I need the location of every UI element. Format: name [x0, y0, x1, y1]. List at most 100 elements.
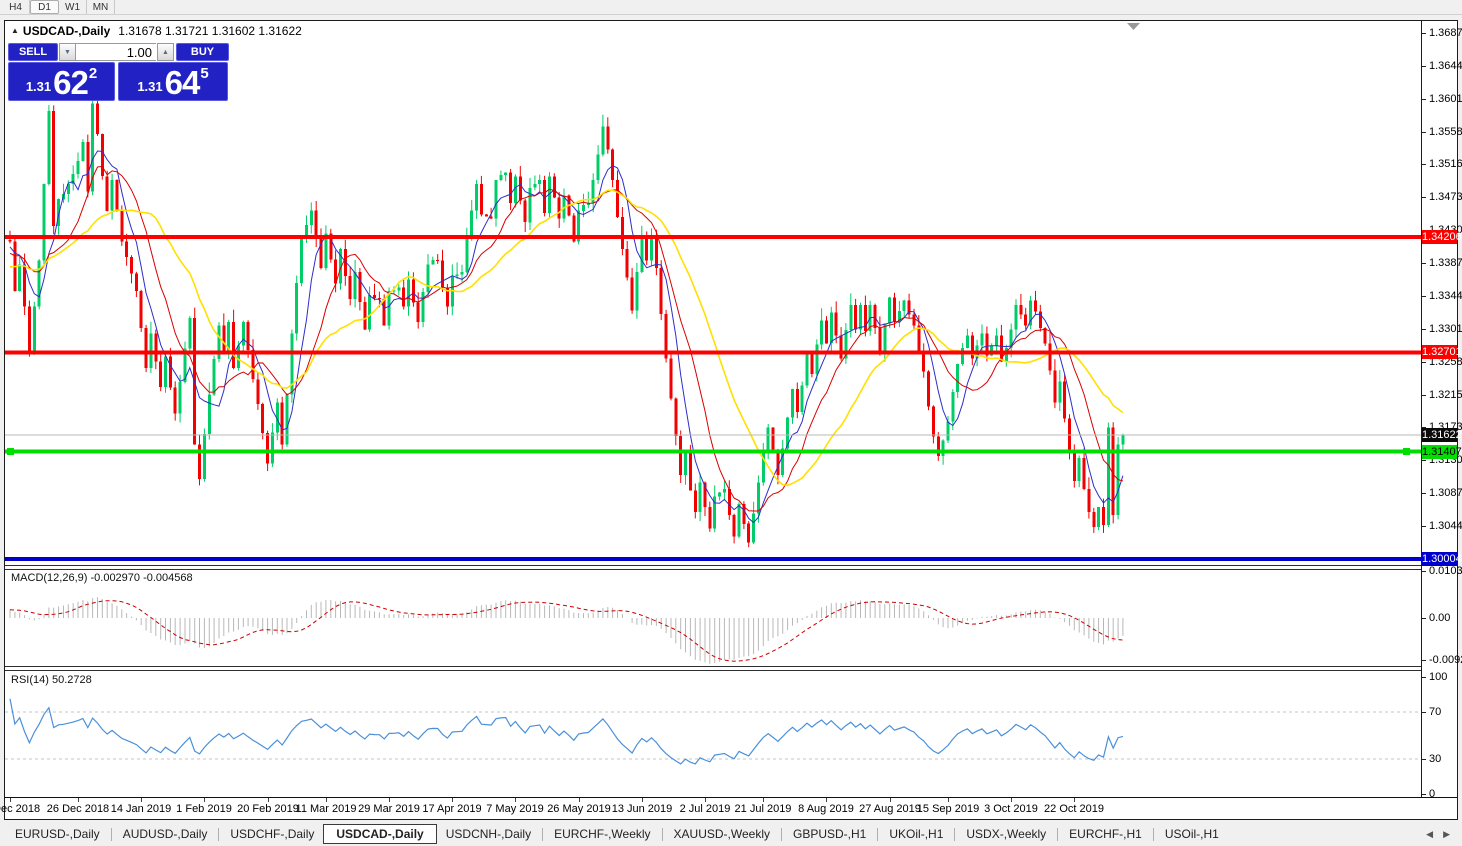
tab-xauusd-weekly[interactable]: XAUUSD-,Weekly: [673, 827, 770, 841]
macd-scale-label: -0.009203: [1429, 654, 1462, 666]
macd-canvas[interactable]: [5, 570, 1421, 666]
volume-input[interactable]: [76, 43, 156, 61]
time-tick: [78, 798, 79, 802]
tab-usoil-h1[interactable]: USOil-,H1: [1164, 827, 1219, 841]
rsi-scale-label: 0: [1429, 788, 1436, 800]
date-label: 14 Jan 2019: [110, 803, 172, 815]
time-tick: [1074, 798, 1075, 802]
buy-price-prefix: 1.31: [137, 79, 163, 94]
price-marker-1-32701: 1.32701: [1422, 345, 1462, 359]
rsi-scale-label: 100: [1429, 671, 1448, 683]
candlestick-canvas[interactable]: [5, 21, 1421, 565]
rsi-scale-label: 70: [1429, 706, 1442, 718]
time-tick: [141, 798, 142, 802]
symbol-label: USDCAD-,Daily: [22, 24, 111, 38]
price-tick-label: 1.32580: [1429, 356, 1462, 368]
tab-usdchf-daily[interactable]: USDCHF-,Daily: [230, 827, 315, 841]
date-label: 27 Aug 2019: [859, 803, 921, 815]
time-tick: [326, 798, 327, 802]
chart-title: ▲ USDCAD-,Daily 1.31678 1.31721 1.31602 1.…: [11, 24, 302, 38]
rsi-indicator-label: RSI(14) 50.2728: [11, 674, 92, 686]
tab-separator: [954, 827, 956, 841]
axis-tick: [1422, 759, 1426, 760]
price-tick-label: 1.36440: [1429, 60, 1462, 72]
time-tick: [948, 798, 949, 802]
sell-price-pip: 2: [88, 65, 98, 82]
timeframe-button-w1[interactable]: W1: [59, 0, 87, 14]
sell-price-main: 62: [53, 64, 89, 101]
axis-tick: [1422, 99, 1426, 100]
date-label: 11 Mar 2019: [295, 803, 357, 815]
date-label: 17 Apr 2019: [422, 803, 482, 815]
buy-button[interactable]: BUY: [176, 43, 229, 61]
timeframe-button-d1[interactable]: D1: [30, 0, 59, 14]
tab-usdcad-daily[interactable]: USDCAD-,Daily: [323, 824, 437, 844]
tab-separator: [877, 827, 879, 841]
axis-tick: [1422, 329, 1426, 330]
timeframe-button-mn[interactable]: MN: [87, 0, 115, 14]
pane-splitter[interactable]: [5, 565, 1457, 570]
price-tick-label: 1.34730: [1429, 191, 1462, 203]
price-tick-label: 1.35160: [1429, 158, 1462, 170]
rsi-scale-label: 30: [1429, 753, 1442, 765]
price-tick-label: 1.33010: [1429, 323, 1462, 335]
price-tick-label: 1.36010: [1429, 93, 1462, 105]
date-label: 13 Jun 2019: [611, 803, 673, 815]
axis-tick: [1422, 197, 1426, 198]
tab-ukoil-h1[interactable]: UKOil-,H1: [889, 827, 944, 841]
price-axis[interactable]: 1.36870 1.36440 1.36010 1.35580 1.35160 1.347…: [1422, 21, 1462, 800]
tab-usdcnh-daily[interactable]: USDCNH-,Daily: [445, 827, 532, 841]
time-tick: [452, 798, 453, 802]
time-tick: [890, 798, 891, 802]
axis-tick: [1422, 571, 1426, 572]
pane-splitter[interactable]: [5, 666, 1457, 671]
price-tick-label: 1.30870: [1429, 487, 1462, 499]
time-tick: [515, 798, 516, 802]
date-label: 3 Oct 2019: [984, 803, 1038, 815]
panel-collapse-icon[interactable]: ▲: [11, 26, 19, 35]
macd-pane[interactable]: [5, 570, 1421, 666]
tab-gbpusd-h1[interactable]: GBPUSD-,H1: [793, 827, 867, 841]
tab-scroll-left-icon[interactable]: ◀: [1426, 828, 1434, 839]
tab-eurchf-h1[interactable]: EURCHF-,H1: [1069, 827, 1142, 841]
price-tick-label: 1.32150: [1429, 389, 1462, 401]
date-label: 20 Feb 2019: [237, 803, 299, 815]
date-label: 26 May 2019: [547, 803, 611, 815]
volume-decrease-button[interactable]: ▼: [59, 43, 76, 61]
time-tick: [763, 798, 764, 802]
price-marker-1-34206: 1.34206: [1422, 230, 1462, 244]
tab-separator: [218, 827, 220, 841]
price-tick-label: 1.36870: [1429, 27, 1462, 39]
date-label: 15 Sep 2019: [916, 803, 980, 815]
price-marker-1-30004: 1.30004: [1422, 552, 1462, 566]
tab-eurchf-weekly[interactable]: EURCHF-,Weekly: [554, 827, 651, 841]
date-label: 8 Aug 2019: [798, 803, 854, 815]
volume-increase-button[interactable]: ▲: [157, 43, 174, 61]
time-tick: [642, 798, 643, 802]
buy-price-button[interactable]: 1.31 64 5: [118, 62, 228, 101]
timeframe-button-h4[interactable]: H4: [2, 0, 30, 14]
price-chart-pane[interactable]: [5, 21, 1421, 565]
axis-tick: [1422, 677, 1426, 678]
time-tick: [1011, 798, 1012, 802]
macd-scale-label: 0.00: [1429, 612, 1451, 624]
tab-usdx-weekly[interactable]: USDX-,Weekly: [966, 827, 1047, 841]
tab-eurusd-daily[interactable]: EURUSD-,Daily: [15, 827, 100, 841]
price-tick-label: 1.33870: [1429, 257, 1462, 269]
date-label: 22 Oct 2019: [1044, 803, 1104, 815]
time-tick: [268, 798, 269, 802]
sell-price-button[interactable]: 1.31 62 2: [8, 62, 115, 101]
tab-separator: [1057, 827, 1059, 841]
macd-indicator-label: MACD(12,26,9) -0.002970 -0.004568: [11, 572, 193, 584]
tab-separator: [110, 827, 112, 841]
tab-scroll-right-icon[interactable]: ▶: [1443, 828, 1450, 839]
sell-button[interactable]: SELL: [8, 43, 58, 61]
rsi-pane[interactable]: [5, 671, 1421, 797]
date-label: 2 Jul 2019: [679, 803, 731, 815]
tab-audusd-daily[interactable]: AUDUSD-,Daily: [122, 827, 208, 841]
rsi-canvas[interactable]: [5, 671, 1421, 797]
